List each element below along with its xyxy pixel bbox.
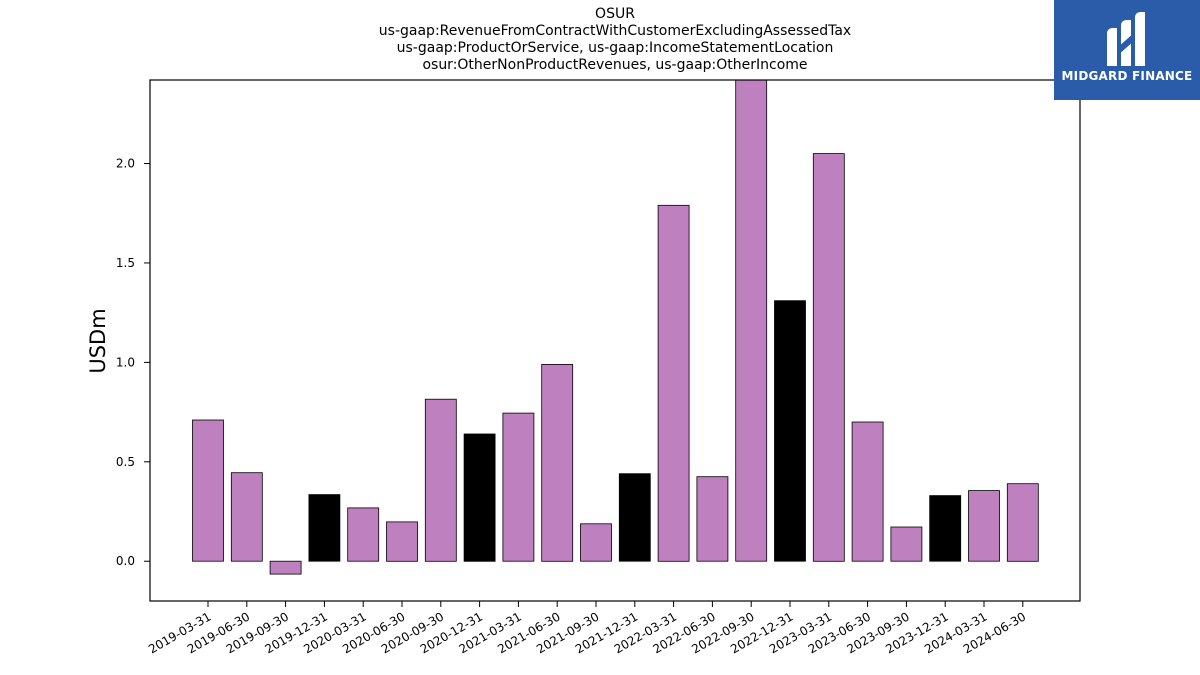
midgard-logo-icon (1107, 12, 1145, 66)
bar-2022-12-31 (774, 300, 806, 562)
x-axis: 2019-03-312019-06-302019-09-302019-12-31… (146, 601, 1028, 656)
bar-2023-09-30 (890, 526, 923, 562)
bar-2024-03-31 (968, 490, 1000, 562)
bar-2021-12-31 (618, 473, 651, 562)
plot-frame (149, 79, 1081, 602)
y-tick-label: 0.5 (116, 455, 135, 469)
bar-2021-06-30 (541, 363, 574, 562)
title-line-ticker: OSUR (595, 6, 635, 22)
bar-2023-06-30 (851, 421, 884, 562)
y-tick-label: 2.0 (116, 157, 135, 171)
title-line-concept: us-gaap:RevenueFromContractWithCustomerE… (378, 23, 852, 39)
title-line-members: osur:OtherNonProductRevenues, us-gaap:Ot… (422, 57, 808, 73)
bar-2023-12-31 (929, 495, 962, 562)
bar-2019-09-30 (269, 560, 302, 575)
bar-2022-06-30 (696, 476, 729, 562)
chart-title: OSUR us-gaap:RevenueFromContractWithCust… (150, 6, 1080, 74)
bar-2021-09-30 (580, 523, 612, 562)
midgard-finance-logo: MIDGARD FINANCE (1054, 0, 1200, 100)
bar-2020-03-31 (347, 507, 380, 562)
bar-2019-06-30 (230, 472, 263, 562)
bar-2020-06-30 (386, 521, 418, 562)
bar-2020-09-30 (424, 398, 457, 562)
bar-2024-06-30 (1006, 483, 1039, 562)
bar-2019-03-31 (192, 419, 224, 562)
bars-group (192, 79, 1039, 575)
bar-2023-03-31 (812, 153, 845, 562)
bar-2022-09-30 (735, 79, 768, 562)
bar-2019-12-31 (308, 494, 341, 562)
y-tick-label: 1.0 (116, 355, 135, 369)
y-axis-label: USDm (86, 308, 110, 373)
y-tick-label: 1.5 (116, 256, 135, 270)
bar-2022-03-31 (657, 204, 690, 562)
bar-2021-03-31 (502, 412, 535, 562)
y-tick-label: 0.0 (116, 554, 135, 568)
title-line-axes: us-gaap:ProductOrService, us-gaap:Income… (396, 40, 834, 56)
logo-text: MIDGARD FINANCE (1061, 69, 1193, 83)
bar-2020-12-31 (463, 433, 496, 562)
y-axis: 0.0 0.5 1.0 1.5 2.0 (116, 157, 150, 568)
